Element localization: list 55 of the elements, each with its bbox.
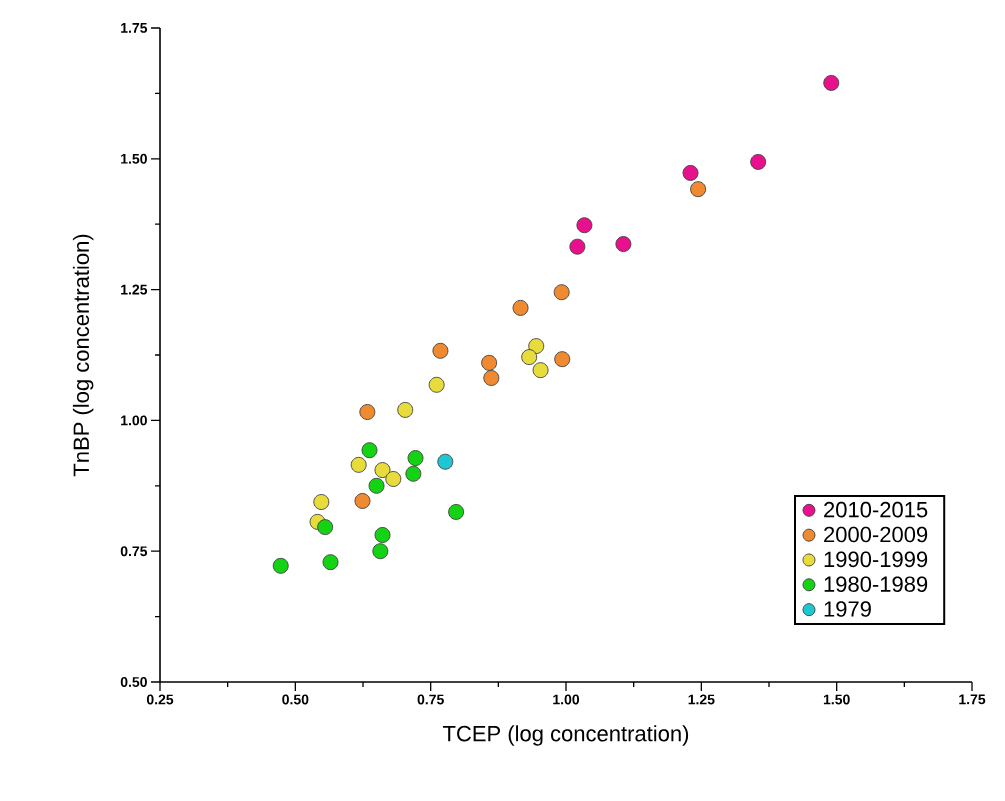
- point: [750, 153, 767, 170]
- point: [448, 503, 465, 520]
- y-tick-label: 0.75: [120, 546, 148, 557]
- point: [405, 465, 422, 482]
- point: [437, 453, 454, 470]
- legend-label: 1979: [824, 601, 871, 617]
- point: [359, 404, 376, 420]
- point: [350, 456, 367, 473]
- legend-label: 2000-2009: [824, 526, 928, 543]
- point: [368, 477, 385, 494]
- point: [615, 236, 632, 253]
- x-tick-label: 1.75: [959, 694, 986, 705]
- y-tick-label: 0.50: [120, 677, 147, 687]
- point: [313, 494, 330, 510]
- y-axis-title: TnBP (log concentration): [72, 234, 94, 477]
- x-tick-label: 1.00: [553, 694, 580, 705]
- point: [374, 527, 391, 543]
- x-tick-label: 0.25: [146, 694, 174, 705]
- point: [554, 351, 571, 368]
- point: [521, 349, 538, 366]
- y-tick-label: 1.75: [121, 23, 148, 33]
- point: [553, 284, 570, 301]
- legend-label: 1990-1999: [824, 551, 928, 568]
- point: [372, 543, 389, 560]
- point: [512, 299, 529, 316]
- point: [682, 164, 699, 181]
- point: [532, 362, 549, 379]
- y-tick-label: 1.25: [121, 284, 148, 295]
- point: [361, 442, 378, 459]
- point: [823, 74, 840, 91]
- point: [528, 338, 545, 355]
- point: [569, 238, 586, 255]
- point: [272, 557, 289, 574]
- point: [481, 354, 498, 371]
- y-tick-label: 1.50: [121, 153, 147, 164]
- point: [483, 370, 500, 386]
- legend-label: 1980-1989: [824, 576, 928, 592]
- y-tick-label: 1.00: [121, 415, 147, 426]
- point: [576, 217, 593, 234]
- x-tick-label: 0.75: [417, 694, 444, 705]
- point: [428, 376, 445, 393]
- point: [407, 450, 424, 467]
- point: [397, 401, 414, 418]
- x-tick-label: 1.25: [688, 694, 715, 705]
- point: [317, 519, 334, 536]
- point: [374, 462, 391, 479]
- x-tick-label: 1.50: [823, 694, 850, 705]
- x-tick-label: 0.50: [282, 694, 309, 705]
- point: [690, 181, 707, 198]
- x-axis-title: TCEP (log concentration): [443, 725, 689, 746]
- point: [385, 471, 402, 487]
- legend-label: 2010-2015: [824, 501, 928, 518]
- point: [354, 493, 371, 509]
- point: [432, 342, 449, 359]
- point: [322, 554, 339, 571]
